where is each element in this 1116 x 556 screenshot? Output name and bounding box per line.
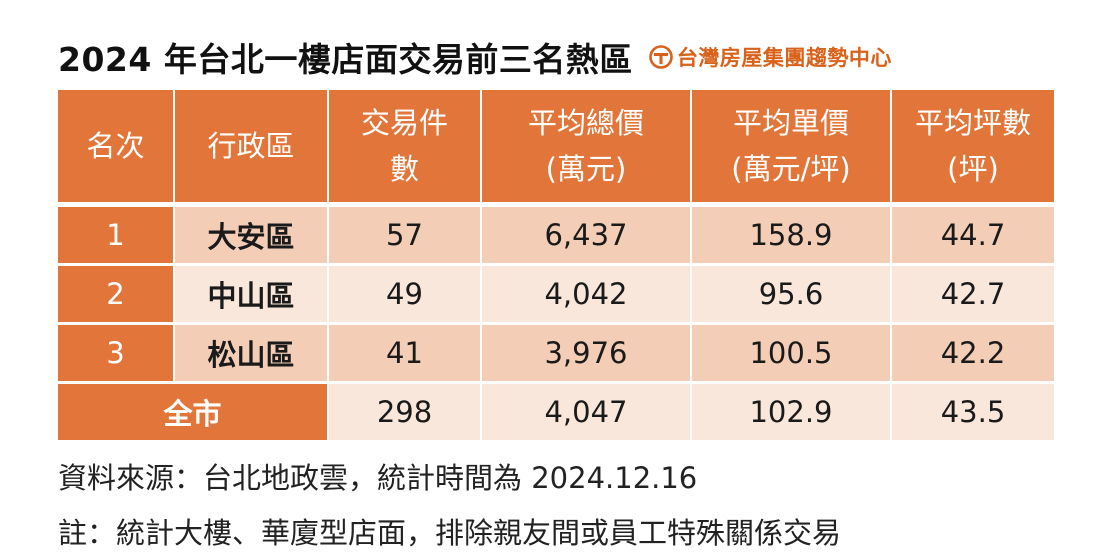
total-avg-total-cell: 4,047 xyxy=(482,384,692,443)
avg-total-cell: 6,437 xyxy=(482,207,692,266)
total-avg-unit-cell: 102.9 xyxy=(692,384,892,443)
table-header-row: 名次 行政區 交易件 數 平均總價 (萬元) 平均單價 (萬元/坪) 平均坪數 … xyxy=(58,90,1054,207)
avg-area-cell: 44.7 xyxy=(892,207,1054,266)
count-cell: 49 xyxy=(329,266,482,325)
header-avg-unit: 平均單價 (萬元/坪) xyxy=(692,90,892,207)
table-row: 1 大安區 57 6,437 158.9 44.7 xyxy=(58,207,1054,266)
remark-note: 註：統計大樓、華廈型店面，排除親友間或員工特殊關係交易 xyxy=(58,516,842,550)
avg-total-cell: 4,042 xyxy=(482,266,692,325)
header-count: 交易件 數 xyxy=(329,90,482,207)
rank-cell: 3 xyxy=(58,325,175,384)
header-avg-total: 平均總價 (萬元) xyxy=(482,90,692,207)
page-title: 2024 年台北一樓店面交易前三名熱區 xyxy=(58,40,633,79)
count-cell: 41 xyxy=(329,325,482,384)
count-cell: 57 xyxy=(329,207,482,266)
district-cell: 大安區 xyxy=(175,207,329,266)
district-cell: 中山區 xyxy=(175,266,329,325)
table-row: 2 中山區 49 4,042 95.6 42.7 xyxy=(58,266,1054,325)
table-total-row: 全市 298 4,047 102.9 43.5 xyxy=(58,384,1054,443)
rank-cell: 2 xyxy=(58,266,175,325)
header-rank: 名次 xyxy=(58,90,175,207)
district-cell: 松山區 xyxy=(175,325,329,384)
total-label-cell: 全市 xyxy=(58,384,329,443)
total-count-cell: 298 xyxy=(329,384,482,443)
avg-total-cell: 3,976 xyxy=(482,325,692,384)
header-district: 行政區 xyxy=(175,90,329,207)
brand: 台灣房屋集團趨勢中心 xyxy=(649,42,892,72)
header-avg-area: 平均坪數 (坪) xyxy=(892,90,1054,207)
transaction-table: 名次 行政區 交易件 數 平均總價 (萬元) 平均單價 (萬元/坪) 平均坪數 … xyxy=(58,90,1054,443)
avg-area-cell: 42.2 xyxy=(892,325,1054,384)
avg-unit-cell: 95.6 xyxy=(692,266,892,325)
source-note: 資料來源：台北地政雲，統計時間為 2024.12.16 xyxy=(58,461,698,495)
total-avg-area-cell: 43.5 xyxy=(892,384,1054,443)
avg-area-cell: 42.7 xyxy=(892,266,1054,325)
brand-name: 台灣房屋集團趨勢中心 xyxy=(676,46,892,70)
avg-unit-cell: 158.9 xyxy=(692,207,892,266)
rank-cell: 1 xyxy=(58,207,175,266)
table-row: 3 松山區 41 3,976 100.5 42.2 xyxy=(58,325,1054,384)
taiwan-realty-logo-icon xyxy=(649,45,673,69)
title-row: 2024 年台北一樓店面交易前三名熱區 台灣房屋集團趨勢中心 xyxy=(58,28,1058,86)
avg-unit-cell: 100.5 xyxy=(692,325,892,384)
